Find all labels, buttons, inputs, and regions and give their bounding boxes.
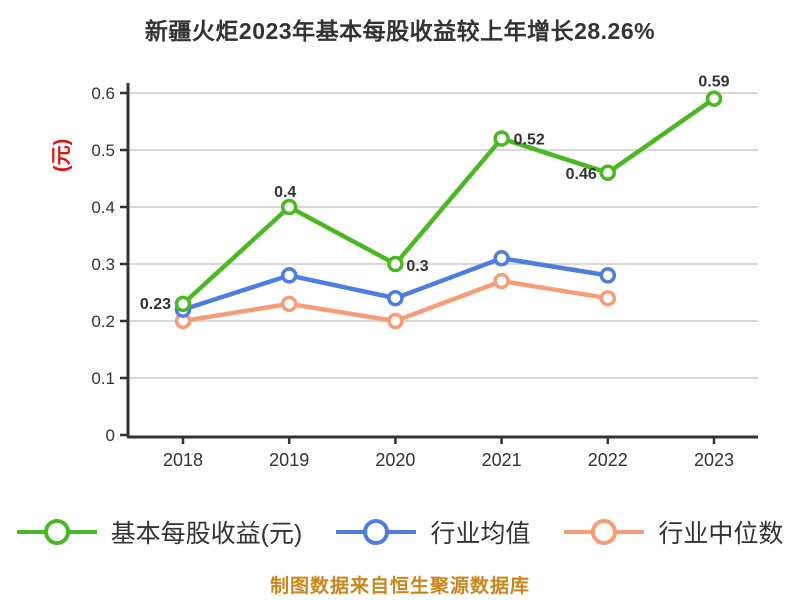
point-label: 0.52 bbox=[514, 132, 545, 149]
y-tick-label: 0.6 bbox=[91, 84, 115, 103]
series-marker-0 bbox=[705, 90, 723, 107]
y-tick-label: 0.4 bbox=[91, 198, 115, 217]
series-marker-0 bbox=[493, 130, 510, 147]
series-marker-2 bbox=[493, 272, 510, 290]
y-tick-label: 0.5 bbox=[91, 141, 115, 160]
point-label: 0.23 bbox=[140, 296, 171, 313]
x-tick-label: 2021 bbox=[482, 450, 522, 470]
y-tick-label: 0.3 bbox=[91, 255, 115, 274]
series-marker-0 bbox=[387, 255, 404, 273]
y-axis-unit-label: (元) bbox=[51, 139, 73, 172]
legend-item-industry-median: 行业中位数 bbox=[564, 514, 783, 550]
series-marker-1 bbox=[493, 250, 510, 267]
legend-marker-blue-icon bbox=[336, 519, 417, 545]
x-tick-label: 2020 bbox=[375, 450, 415, 470]
x-tick-label: 2019 bbox=[269, 450, 309, 470]
legend-label-industry-median: 行业中位数 bbox=[658, 520, 784, 548]
series-marker-0 bbox=[174, 295, 192, 313]
legend-item-company-eps: 基本每股收益(元) bbox=[16, 514, 303, 550]
series-marker-2 bbox=[387, 312, 404, 330]
series-marker-0 bbox=[280, 198, 298, 216]
point-label: 0.4 bbox=[274, 184, 296, 201]
legend-marker-orange-icon bbox=[564, 519, 645, 545]
legend-marker-green-icon bbox=[16, 519, 97, 545]
x-tick-label: 2022 bbox=[588, 450, 628, 470]
legend-label-company-eps: 基本每股收益(元) bbox=[110, 520, 303, 548]
x-tick-label: 2023 bbox=[694, 450, 734, 470]
data-source-note: 制图数据来自恒生聚源数据库 bbox=[269, 576, 530, 597]
y-tick-label: 0.2 bbox=[91, 312, 115, 331]
chart-title: 新疆火炬2023年基本每股收益较上年增长28.26% bbox=[144, 18, 656, 44]
y-tick-label: 0 bbox=[106, 426, 115, 445]
point-label: 0.59 bbox=[698, 74, 729, 91]
chart-legend: 基本每股收益(元) 行业均值 行业中位数 bbox=[0, 514, 800, 550]
x-tick-label: 2018 bbox=[163, 450, 203, 470]
series-line-0 bbox=[181, 96, 716, 306]
series-marker-1 bbox=[387, 289, 404, 307]
series-marker-1 bbox=[599, 267, 617, 284]
series-marker-2 bbox=[599, 289, 617, 307]
legend-label-industry-average: 行业均值 bbox=[430, 520, 531, 548]
point-label: 0.3 bbox=[406, 258, 428, 275]
legend-item-industry-average: 行业均值 bbox=[336, 514, 530, 550]
series-marker-1 bbox=[280, 267, 298, 284]
point-label: 0.46 bbox=[566, 166, 597, 183]
series-marker-2 bbox=[280, 295, 298, 313]
series-marker-0 bbox=[599, 164, 617, 182]
y-tick-label: 0.1 bbox=[91, 369, 115, 388]
